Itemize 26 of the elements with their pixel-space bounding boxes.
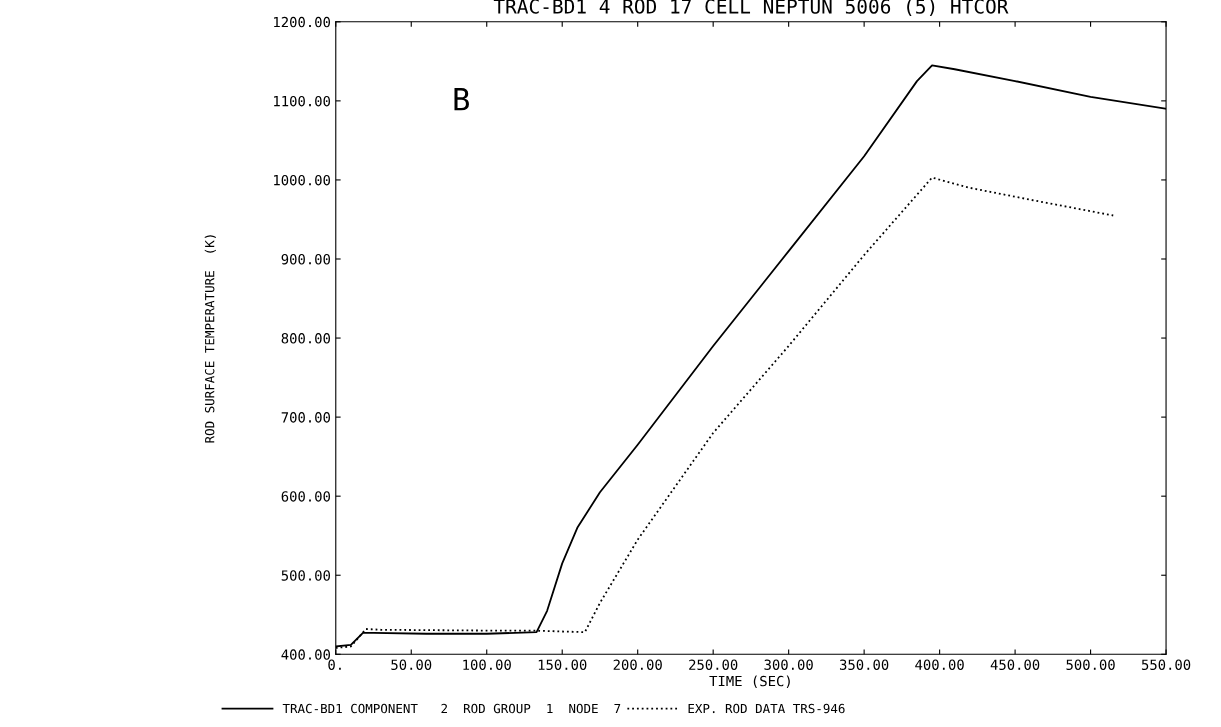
x-tick-label: 150.00 <box>538 659 587 670</box>
y-tick-label: 1100.00 <box>274 95 331 107</box>
y-tick-label: 1200.00 <box>274 16 331 28</box>
y-axis-title: ROD SURFACE TEMPERATURE (K) <box>204 235 216 443</box>
x-tick-label: 350.00 <box>839 659 889 670</box>
x-tick-label: 250.00 <box>689 659 738 670</box>
x-tick-label: 300.00 <box>764 659 813 670</box>
y-tick-label: 600.00 <box>281 491 331 502</box>
x-tick-label: 450.00 <box>990 659 1040 670</box>
annotation: B <box>454 88 469 111</box>
y-tick-label: 1000.00 <box>274 174 331 186</box>
x-tick-label: 400.00 <box>915 659 964 670</box>
x-tick-label: 200.00 <box>613 659 662 670</box>
x-tick-label: 100.00 <box>463 659 511 670</box>
x-axis-title: TIME (SEC) <box>709 675 790 688</box>
y-tick-label: 800.00 <box>281 333 331 344</box>
y-tick-label: 500.00 <box>281 570 331 581</box>
x-tick-label: 50.00 <box>391 659 432 670</box>
y-tick-label: 700.00 <box>281 412 331 423</box>
y-tick-label: 900.00 <box>281 254 331 265</box>
y-tick-label: 400.00 <box>281 649 331 660</box>
legend-label: EXP. ROD DATA TRS-946 <box>688 703 845 714</box>
legend-label: TRAC-BD1 COMPONENT 2 ROD GROUP 1 NODE 7 <box>282 703 621 714</box>
x-tick-label: 550.00 <box>1141 659 1191 670</box>
x-tick-label: 500.00 <box>1066 659 1115 670</box>
x-tick-label: 0. <box>328 659 341 670</box>
